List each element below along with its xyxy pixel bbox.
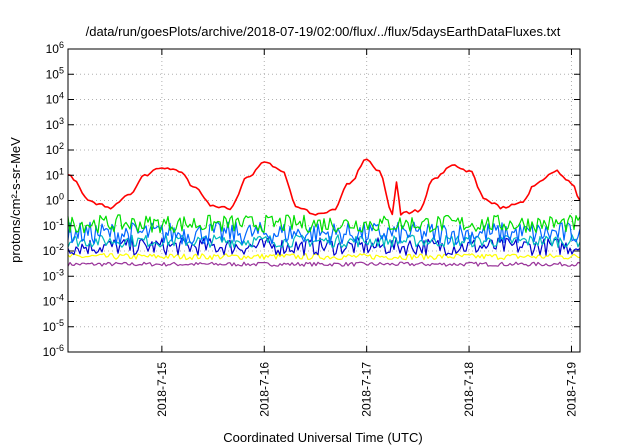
y-tick-label: 10-6 xyxy=(43,343,64,359)
y-tick-label: 101 xyxy=(46,166,64,182)
y-tick-label: 10-2 xyxy=(43,242,64,258)
y-tick-label: 10-1 xyxy=(43,217,64,233)
x-axis: 2018-7-15 2018-7-16 2018-7-17 2018-7-18 2018… xyxy=(155,49,578,417)
y-tick-label: 100 xyxy=(46,192,64,208)
y-tick-label: 102 xyxy=(46,141,64,157)
y-tick-label: 10-3 xyxy=(43,267,64,283)
y-tick-label: 106 xyxy=(46,40,64,56)
series-line xyxy=(67,158,581,216)
series-line xyxy=(67,214,581,234)
grid xyxy=(68,49,580,352)
y-tick-label: 105 xyxy=(46,65,64,81)
x-tick-label: 2018-7-17 xyxy=(360,362,374,417)
y-tick-label: 103 xyxy=(46,116,64,132)
series-line xyxy=(67,234,581,248)
chart-title: /data/run/goesPlots/archive/2018-07-19/0… xyxy=(86,24,561,39)
x-tick-label: 2018-7-16 xyxy=(257,362,271,417)
y-tick-label: 104 xyxy=(46,91,64,107)
x-tick-label: 2018-7-18 xyxy=(462,362,476,417)
x-tick-label: 2018-7-19 xyxy=(564,362,578,417)
series-line xyxy=(67,253,581,261)
series-line xyxy=(67,237,581,256)
x-tick-label: 2018-7-15 xyxy=(155,362,169,417)
series-lines xyxy=(67,158,581,267)
y-tick-label: 10-4 xyxy=(43,293,64,309)
y-tick-label: 10-5 xyxy=(43,318,64,334)
y-axis: 10-6 10-5 10-4 10-3 10-2 10-1 100 101 102 103 104 1… xyxy=(43,40,580,359)
x-axis-label: Coordinated Universal Time (UTC) xyxy=(223,430,422,445)
y-axis-label: protons/cm²-s-sr-MeV xyxy=(8,137,23,263)
series-line xyxy=(67,261,581,267)
